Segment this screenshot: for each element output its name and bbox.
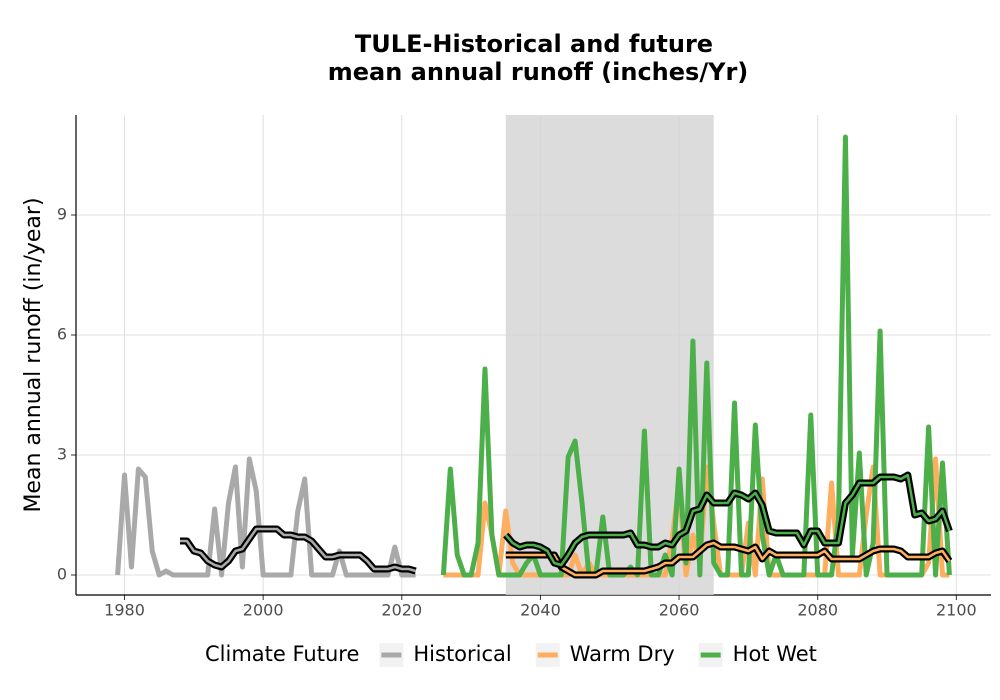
x-tick-label: 2100 bbox=[936, 601, 977, 620]
y-tick-label: 9 bbox=[57, 205, 67, 224]
trend-line bbox=[504, 473, 951, 567]
x-tick-label: 2080 bbox=[797, 601, 838, 620]
y-tick-label: 3 bbox=[57, 445, 67, 464]
legend: Climate Future Historical Warm Dry Hot Wet bbox=[205, 642, 817, 667]
plot-area bbox=[115, 115, 953, 595]
chart-title-line: TULE-Historical and future bbox=[355, 30, 713, 58]
y-tick-label: 6 bbox=[57, 325, 67, 344]
legend-label: Hot Wet bbox=[733, 642, 817, 666]
x-tick-label: 2020 bbox=[381, 601, 422, 620]
legend-title: Climate Future bbox=[205, 642, 359, 666]
legend-label: Warm Dry bbox=[570, 642, 675, 666]
x-tick-label: 2040 bbox=[520, 601, 561, 620]
x-tick-label: 2060 bbox=[659, 601, 700, 620]
trend-line bbox=[505, 541, 951, 577]
legend-label: Historical bbox=[413, 642, 511, 666]
trend-line bbox=[179, 527, 417, 573]
y-tick-label: 0 bbox=[57, 565, 67, 584]
x-tick-label: 2000 bbox=[243, 601, 284, 620]
series-line bbox=[115, 456, 416, 578]
y-axis-label: Mean annual runoff (in/year) bbox=[21, 197, 46, 512]
x-tick-label: 1980 bbox=[104, 601, 145, 620]
chart-title-line: mean annual runoff (inches/Yr) bbox=[328, 58, 749, 86]
